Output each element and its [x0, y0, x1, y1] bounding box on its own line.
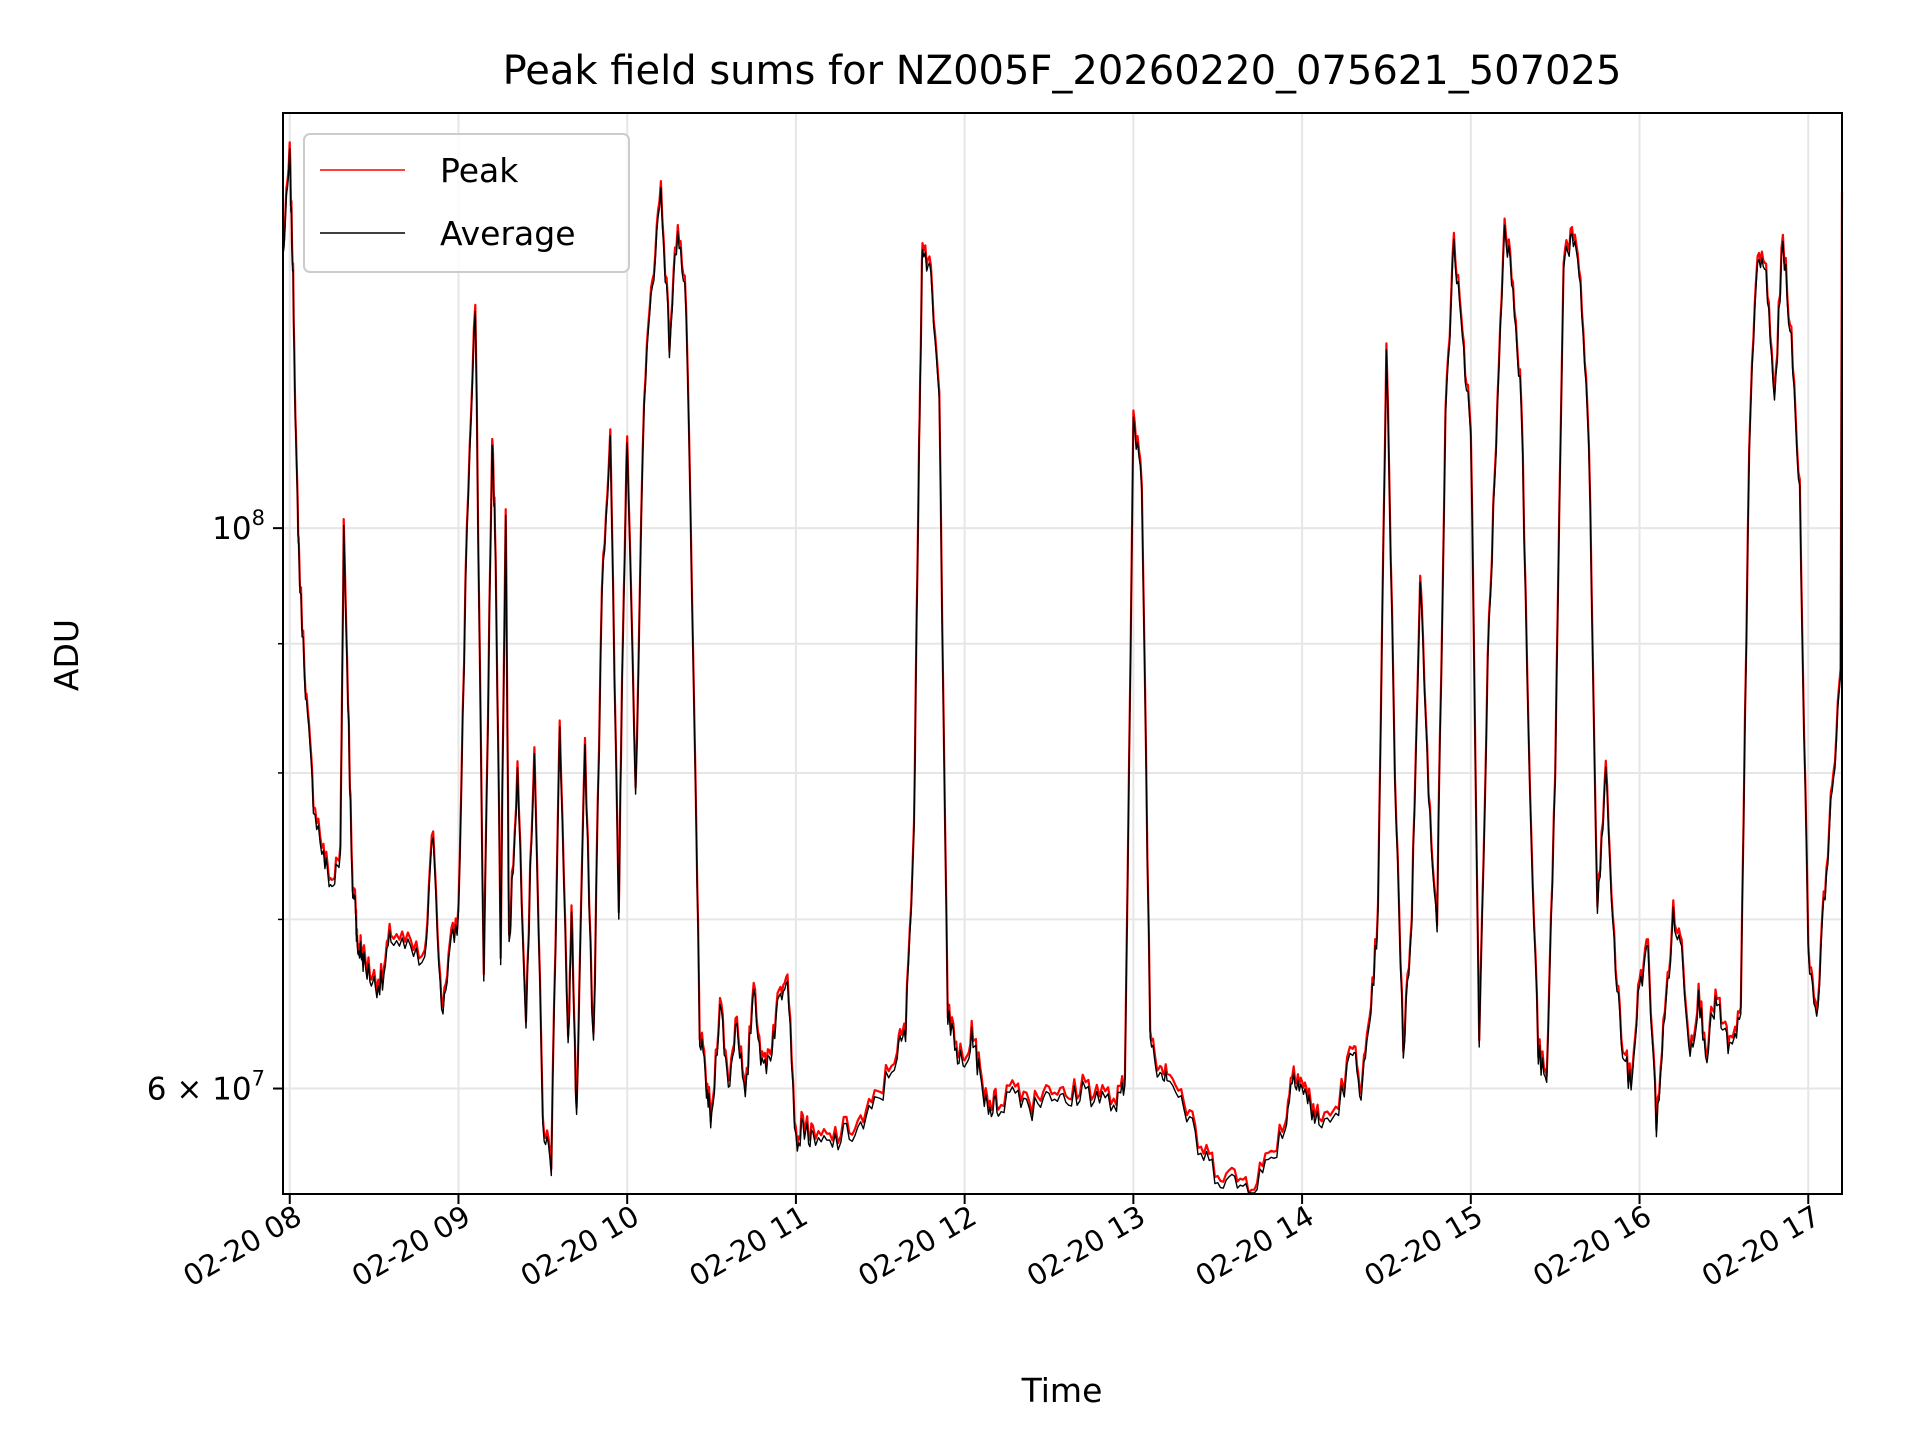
- tick-marks: [273, 527, 1810, 1204]
- y-tick-label-base: 10: [212, 511, 251, 547]
- y-axis-label: ADU: [47, 619, 86, 691]
- y-tick-label-exponent: 8: [252, 506, 265, 530]
- y-tick-label: 6 × 107: [147, 1067, 265, 1108]
- plot-frame: [282, 112, 1843, 1195]
- legend-box: [303, 133, 630, 273]
- y-tick-label-base: 6 × 10: [147, 1072, 252, 1108]
- x-axis-label: Time: [1021, 1371, 1103, 1410]
- legend-label-peak: Peak: [440, 151, 519, 190]
- y-tick-label-exponent: 7: [252, 1067, 265, 1091]
- legend: Peak Average: [303, 133, 630, 273]
- series-line-average: [282, 148, 1843, 1194]
- legend-label-average: Average: [440, 214, 576, 253]
- chart-title: Peak field sums for NZ005F_20260220_0756…: [503, 48, 1622, 94]
- y-tick-labels: 6 × 107 108: [147, 506, 265, 1107]
- y-tick-label: 108: [212, 506, 265, 547]
- series-layer: [281, 141, 1844, 1195]
